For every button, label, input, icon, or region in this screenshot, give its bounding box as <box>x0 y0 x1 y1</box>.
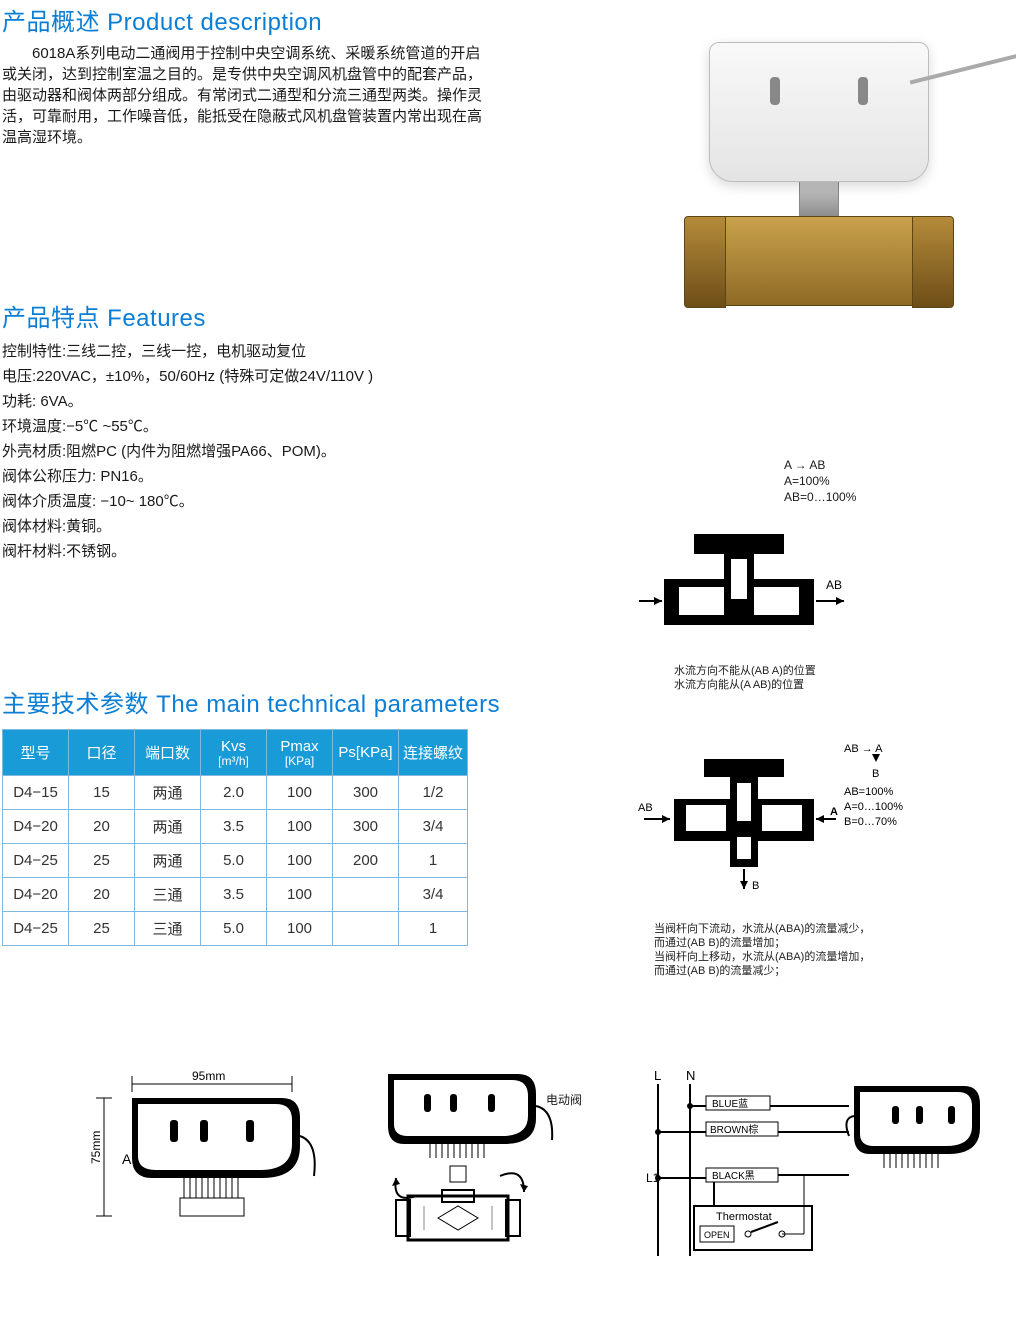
table-cell: 20 <box>69 878 135 912</box>
description-body: 6018A系列电动二通阀用于控制中央空调系统、采暖系统管道的开启或关闭，达到控制… <box>2 43 482 148</box>
three-way-cutaway-icon: AB → A B AB=100% A=0…100% B=0…70% A <box>634 737 924 907</box>
table-cell: 1 <box>399 912 468 946</box>
table-cell: 300 <box>333 776 399 810</box>
diag1-line2: A=100% <box>784 474 830 488</box>
table-cell: 5.0 <box>201 912 267 946</box>
d2c1: 当阀杆向下流动，水流从(ABA)的流量减少， <box>654 923 870 935</box>
bottom-diagrams: 95mm 75mm A <box>2 1066 1014 1278</box>
two-way-diagram: A → AB A=100% AB=0…100% AB 水流方向不能 <box>634 457 924 692</box>
d2c2: 而通过(AB B)的流量增加； <box>654 937 785 949</box>
col-thread: 连接螺纹 <box>399 730 468 776</box>
col-pmax: Pmax[KPa] <box>267 730 333 776</box>
d2-ab: AB <box>638 802 653 814</box>
table-cell: 两通 <box>135 776 201 810</box>
assembly-label: 电动阀 <box>546 1091 776 1108</box>
table-cell <box>333 912 399 946</box>
table-cell: 3/4 <box>399 878 468 912</box>
table-cell: 5.0 <box>201 844 267 878</box>
d2-A: A <box>830 806 838 818</box>
table-cell: 25 <box>69 912 135 946</box>
feature-item: 环境温度:−5℃ ~55℃。 <box>2 414 1014 439</box>
table-cell <box>333 878 399 912</box>
table-cell: 20 <box>69 810 135 844</box>
stem-icon <box>799 180 839 220</box>
table-header-row: 型号 口径 端口数 Kvs[m³/h] Pmax[KPa] Ps[KPa] 连接… <box>3 730 468 776</box>
col-kvs: Kvs[m³/h] <box>201 730 267 776</box>
table-row: D4−2020两通3.51003003/4 <box>3 810 468 844</box>
d2-top: AB → A <box>844 743 883 755</box>
diag1-line3: AB=0…100% <box>784 490 856 504</box>
table-cell: 2.0 <box>201 776 267 810</box>
dim-w: 95mm <box>192 1069 225 1083</box>
diag1-caption: 水流方向不能从(AB A)的位置 水流方向能从(A AB)的位置 <box>674 664 924 692</box>
dimension-diagram: 95mm 75mm A <box>82 1066 322 1278</box>
table-cell: 15 <box>69 776 135 810</box>
diag2-caption: 当阀杆向下流动，水流从(ABA)的流量减少， 而通过(AB B)的流量增加； 当… <box>654 922 924 978</box>
description-heading: 产品概述 Product description <box>2 2 1014 37</box>
col-ports: 端口数 <box>135 730 201 776</box>
table-cell: 100 <box>267 776 333 810</box>
d2-r3: B=0…70% <box>844 816 897 828</box>
three-way-diagram: AB → A B AB=100% A=0…100% B=0…70% A <box>634 737 924 978</box>
col-ps: Ps[KPa] <box>333 730 399 776</box>
table-cell: 200 <box>333 844 399 878</box>
feature-item: 功耗: 6VA。 <box>2 389 1014 414</box>
table-cell: 两通 <box>135 810 201 844</box>
col-diam: 口径 <box>69 730 135 776</box>
col-model: 型号 <box>3 730 69 776</box>
wlabel-N: N <box>686 1068 695 1083</box>
spec-table: 型号 口径 端口数 Kvs[m³/h] Pmax[KPa] Ps[KPa] 连接… <box>2 729 468 946</box>
table-cell: 两通 <box>135 844 201 878</box>
table-cell: 3.5 <box>201 810 267 844</box>
d2-r2: A=0…100% <box>844 801 903 813</box>
wlabel-brown: BROWN棕 <box>710 1123 758 1136</box>
table-cell: D4−15 <box>3 776 69 810</box>
table-row: D4−2525两通5.01002001 <box>3 844 468 878</box>
d2-b: B <box>872 768 879 780</box>
diag1-caption-2: 水流方向能从(A AB)的位置 <box>674 679 804 691</box>
dimension-icon: 95mm 75mm A <box>82 1066 322 1256</box>
d2-r1: AB=100% <box>844 786 893 798</box>
table-cell: 1 <box>399 844 468 878</box>
table-cell: 3.5 <box>201 878 267 912</box>
table-cell: 100 <box>267 878 333 912</box>
table-cell: 三通 <box>135 912 201 946</box>
table-cell: 三通 <box>135 878 201 912</box>
diag1-line1: A → AB <box>784 458 825 472</box>
feature-item: 控制特性:三线二控，三线一控，电机驱动复位 <box>2 339 1014 364</box>
spec-tbody: D4−1515两通2.01003001/2D4−2020两通3.51003003… <box>3 776 468 946</box>
table-cell: 100 <box>267 912 333 946</box>
table-cell: D4−25 <box>3 844 69 878</box>
diagram1-labels: A → AB A=100% AB=0…100% <box>784 457 924 505</box>
table-cell: 100 <box>267 810 333 844</box>
dim-A: A <box>122 1151 132 1167</box>
assembly-diagram: 电动阀 <box>368 1066 598 1278</box>
ab-label: AB <box>826 578 842 592</box>
actuator-icon <box>709 42 929 182</box>
dim-h: 75mm <box>89 1131 103 1164</box>
table-cell: 100 <box>267 844 333 878</box>
table-cell: D4−25 <box>3 912 69 946</box>
wlabel-L: L <box>654 1068 661 1083</box>
d2c4: 而通过(AB B)的流量减少； <box>654 965 785 977</box>
wlabel-black: BLACK黑 <box>712 1170 755 1182</box>
diag1-caption-1: 水流方向不能从(AB A)的位置 <box>674 665 816 677</box>
table-cell: 1/2 <box>399 776 468 810</box>
table-cell: 3/4 <box>399 810 468 844</box>
product-photo <box>679 42 959 306</box>
table-row: D4−2525三通5.0100 1 <box>3 912 468 946</box>
table-cell: 25 <box>69 844 135 878</box>
valve-body-icon <box>719 216 919 306</box>
table-row: D4−2020三通3.5100 3/4 <box>3 878 468 912</box>
feature-item: 电压:220VAC，±10%，50/60Hz (特殊可定做24V/110V ) <box>2 364 1014 389</box>
d2-bdown: B <box>752 880 759 892</box>
wlabel-therm: Thermostat <box>716 1211 772 1223</box>
table-cell: 300 <box>333 810 399 844</box>
two-way-cutaway-icon: AB <box>634 509 854 649</box>
table-cell: D4−20 <box>3 878 69 912</box>
table-row: D4−1515两通2.01003001/2 <box>3 776 468 810</box>
wlabel-open: OPEN <box>704 1230 730 1240</box>
table-cell: D4−20 <box>3 810 69 844</box>
d2c3: 当阀杆向上移动，水流从(ABA)的流量增加， <box>654 951 870 963</box>
